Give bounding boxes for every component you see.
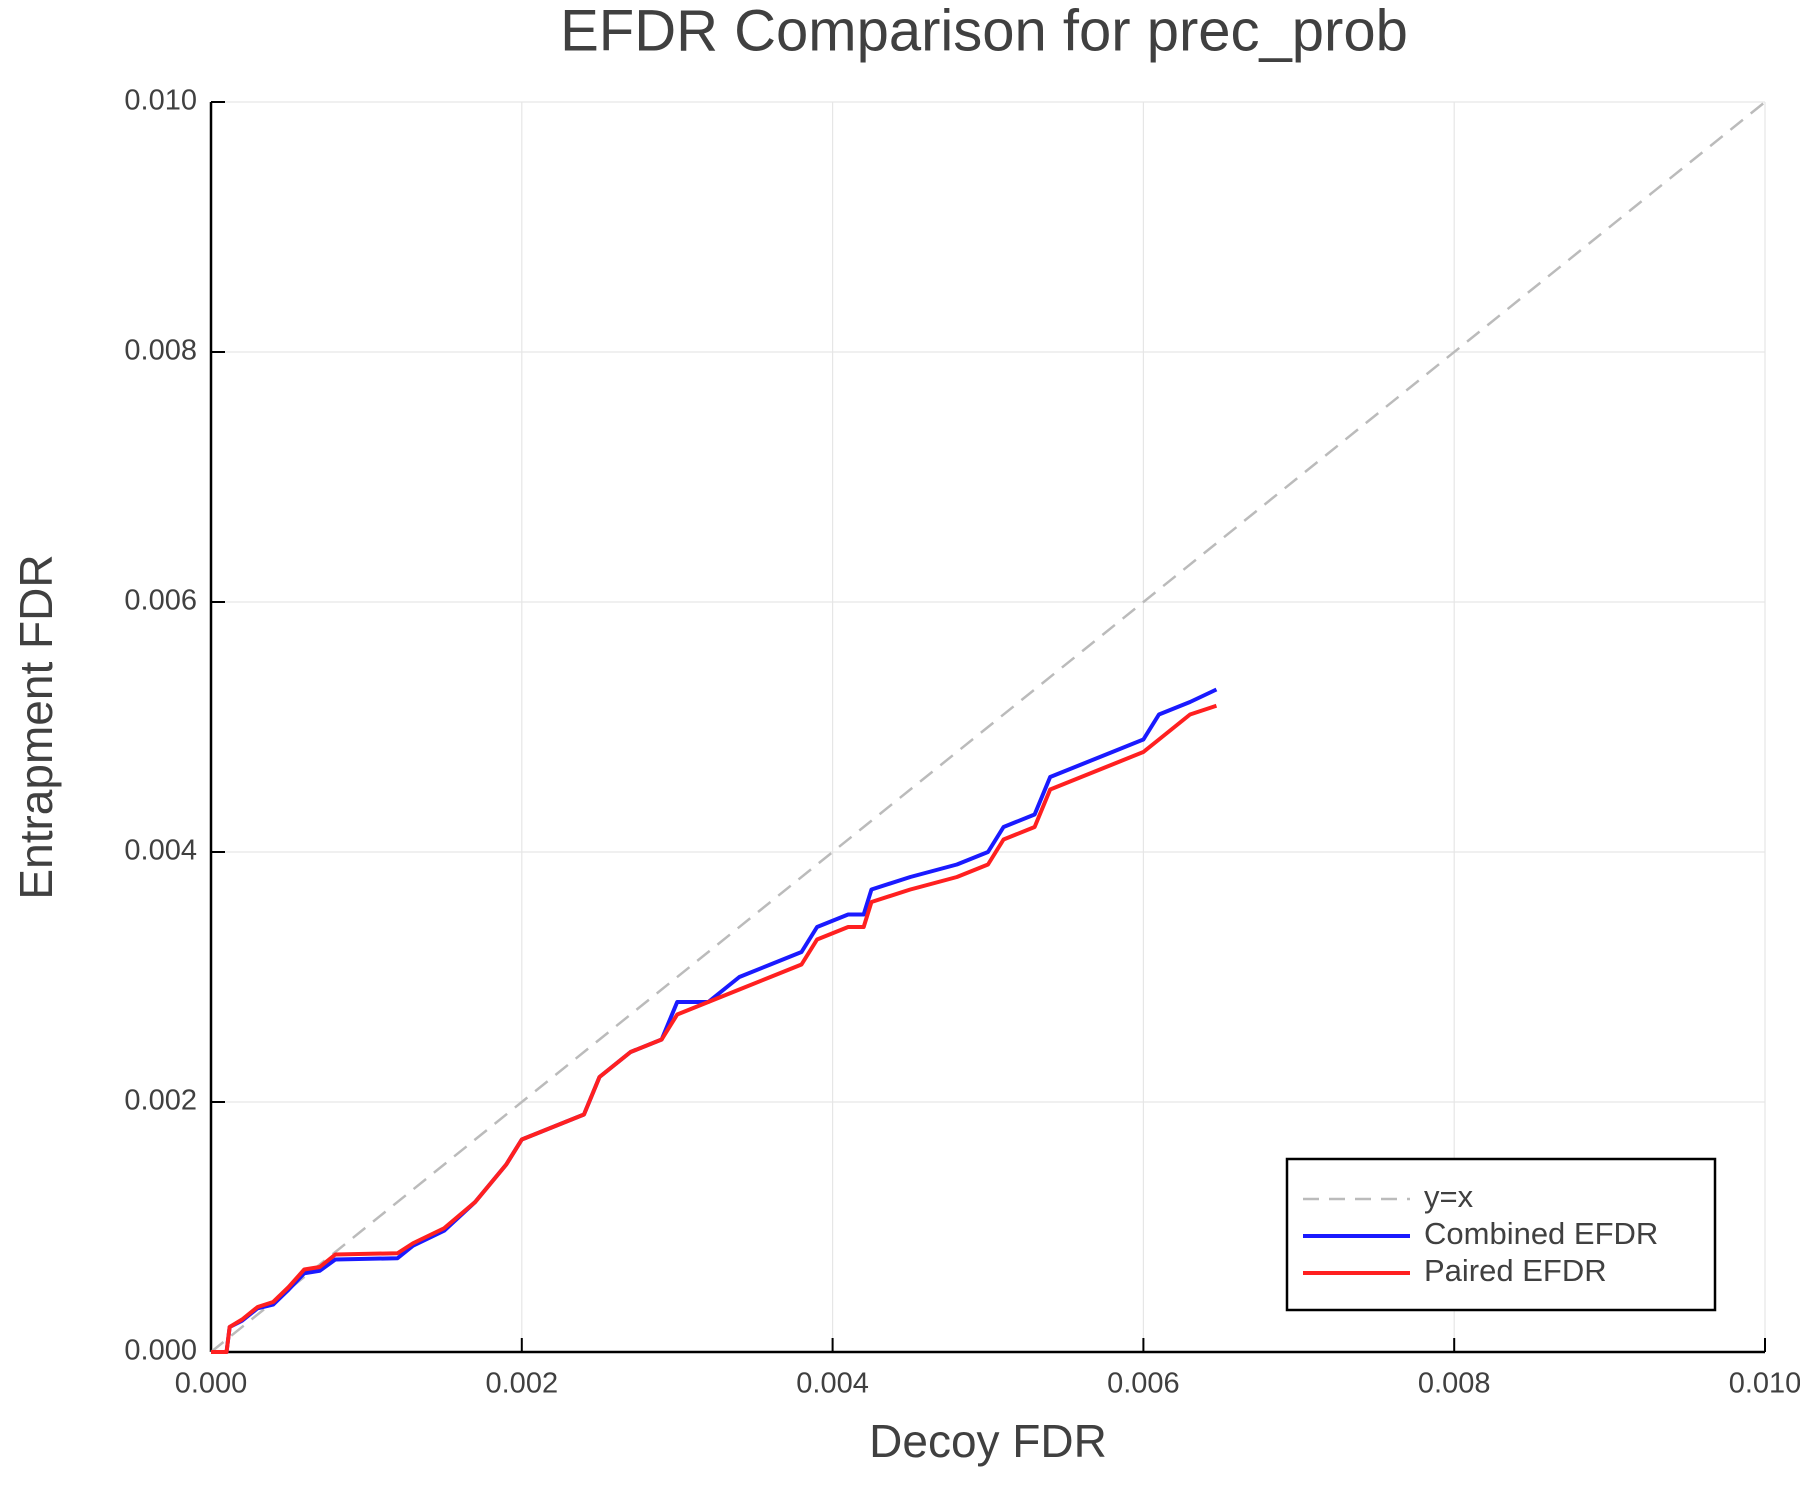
- series-line: [211, 703, 1218, 1354]
- series-line: [211, 687, 1218, 1354]
- x-tick-label: 0.010: [1729, 1368, 1800, 1400]
- legend-label: Paired EFDR: [1424, 1253, 1607, 1288]
- x-tick-label: 0.000: [175, 1368, 248, 1400]
- legend-label: y=x: [1424, 1179, 1474, 1214]
- legend-box: [1285, 1157, 1717, 1312]
- y-tick-label: 0.010: [124, 85, 197, 117]
- x-tick-label: 0.004: [796, 1368, 869, 1400]
- x-tick-label: 0.008: [1418, 1368, 1491, 1400]
- legend-label: Combined EFDR: [1424, 1216, 1658, 1251]
- y-axis-title: Entrapment FDR: [10, 554, 62, 899]
- y-tick-label: 0.006: [124, 585, 197, 617]
- x-axis-title: Decoy FDR: [869, 1415, 1107, 1467]
- x-tick-label: 0.006: [1107, 1368, 1180, 1400]
- y-tick-label: 0.000: [124, 1335, 197, 1367]
- chart-title: EFDR Comparison for prec_prob: [560, 0, 1408, 63]
- x-tick-label: 0.002: [486, 1368, 559, 1400]
- y-tick-label: 0.004: [124, 835, 197, 867]
- y-tick-label: 0.008: [124, 335, 197, 367]
- y-tick-label: 0.002: [124, 1085, 197, 1117]
- series-line: [210, 101, 1766, 1353]
